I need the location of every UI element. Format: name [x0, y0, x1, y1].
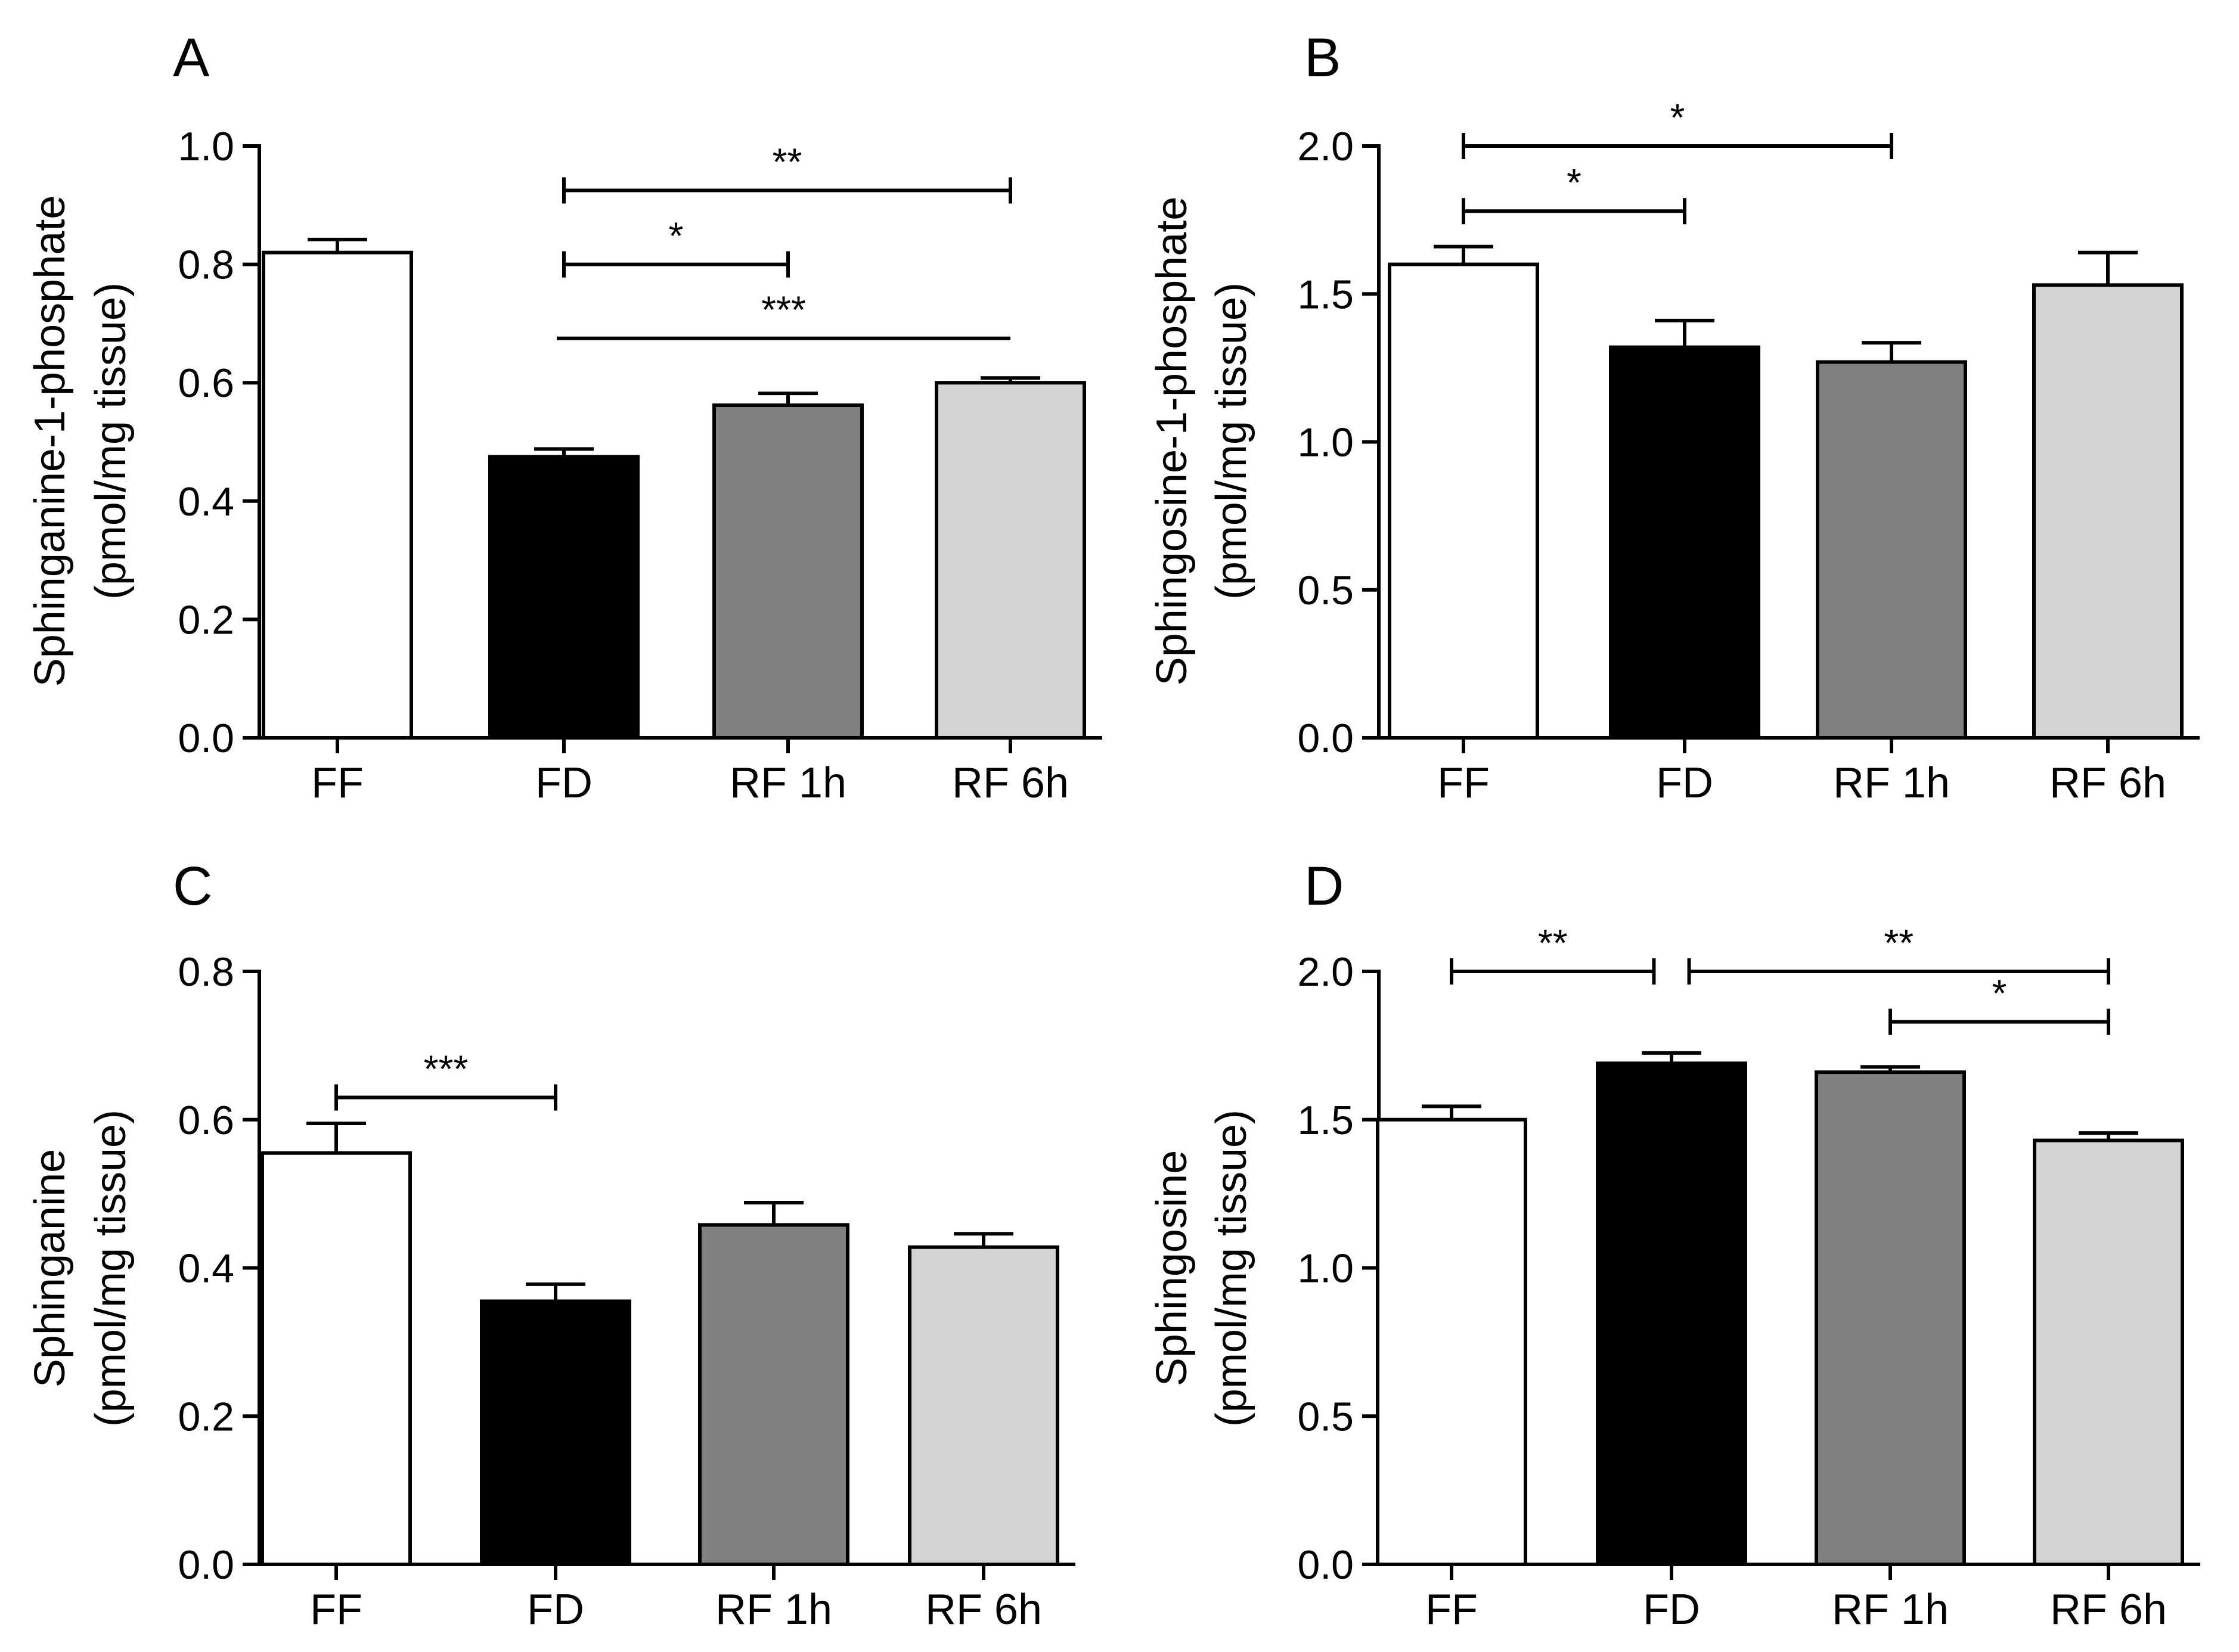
panel-c-y-tick-label: 0.6 [178, 1098, 234, 1143]
panel-d-y-tick-label: 0.0 [1297, 1542, 1354, 1588]
panel-d-ylabel-line2: (pmol/mg tissue) [1208, 1110, 1255, 1427]
panel-c-ylabel-line2: (pmol/mg tissue) [87, 1110, 135, 1427]
panel-c-bar [261, 1151, 412, 1566]
panel-a-bar [935, 381, 1086, 740]
panel-d-ylabel-line1: Sphingosine [1148, 1150, 1196, 1386]
panel-d-bar [1596, 1061, 1747, 1566]
panel-d-y-tick-label: 1.0 [1297, 1246, 1354, 1291]
panel-d-plot: 0.00.51.01.52.0FF FD RF 1h RF 6h** *** [1297, 921, 2200, 1634]
panel-a-y-tick-label: 0.2 [178, 597, 234, 642]
panel-c-bar [908, 1245, 1059, 1567]
panel-c-bar [480, 1299, 631, 1566]
panel-a-y-tick-label: 0.0 [178, 716, 234, 761]
panel-b-y-tick-label: 0.0 [1297, 716, 1354, 761]
panel-c: C Sphinganine (pmol/mg tissue) 0.0 0.2 0.4… [26, 856, 1075, 1634]
panel-a-x-tick-label: FF [311, 759, 364, 807]
panel-b: B Sphingosine-1-phosphate (pmol/mg tissu… [1148, 27, 2200, 807]
panel-c-y-tick-label: 0.0 [178, 1542, 234, 1588]
panel-c-significance-label: *** [424, 1047, 469, 1090]
panel-a-bar [262, 250, 413, 740]
panel-c-y-tick-label: 0.2 [178, 1394, 234, 1439]
panel-d: D Sphingosine (pmol/mg tissue) 0.0 0.5 1.0… [1148, 856, 2200, 1634]
panel-c-y-tick-label: 0.4 [178, 1246, 234, 1291]
panel-d-x-tick-label: FF [1425, 1586, 1478, 1634]
panel-a-plot: 0.00.20.40.60.81.0FF FD RF 1h RF 6h****** [178, 124, 1102, 807]
panel-b-bar [1609, 345, 1760, 740]
panel-d-x-tick-label: RF 1h [1832, 1586, 1949, 1634]
panel-b-bar [2032, 283, 2184, 740]
panel-a-ylabel-line2: (pmol/mg tissue) [87, 282, 135, 600]
panel-a-significance-label: ** [773, 140, 802, 183]
panel-b-significance-label: * [1670, 96, 1685, 139]
panel-c-y-tick-label: 0.8 [178, 949, 234, 995]
panel-d-x-tick-label: RF 6h [2050, 1586, 2167, 1634]
panel-b-x-tick-label: RF 1h [1833, 759, 1950, 807]
panel-a-ylabel-line1: Sphinganine-1-phosphate [26, 195, 74, 687]
panel-b-y-tick-label: 0.5 [1297, 568, 1354, 613]
panel-b-y-tick-label: 2.0 [1297, 124, 1354, 169]
panel-a-significance-label: *** [761, 288, 806, 331]
panel-b-bar [1388, 262, 1539, 740]
panel-c-letter: C [173, 856, 212, 917]
panel-b-y-tick-label: 1.5 [1297, 272, 1354, 317]
panel-d-bar [2033, 1138, 2184, 1566]
panel-d-significance-label: * [1992, 972, 2007, 1015]
panel-b-x-tick-label: RF 6h [2049, 759, 2166, 807]
panel-a-bar [488, 455, 640, 740]
panel-c-x-tick-label: FF [310, 1586, 362, 1634]
panel-b-x-tick-label: FD [1656, 759, 1713, 807]
panel-a-y-tick-label: 0.6 [178, 361, 234, 406]
panel-a-y-tick-label: 0.8 [178, 243, 234, 288]
panel-b-plot: 0.0 0.5 1.0 1.5 2.0 FF FD RF 1h RF 6h * * [1297, 96, 2200, 807]
panel-a-bar [712, 403, 864, 740]
panel-d-y-tick-label: 2.0 [1297, 949, 1354, 995]
panel-a-y-tick-label: 1.0 [178, 124, 234, 169]
panel-a-y-tick-label: 0.4 [178, 479, 234, 524]
panel-a-x-tick-label: RF 1h [730, 759, 846, 807]
panel-b-y-tick-label: 1.0 [1297, 420, 1354, 465]
panel-d-letter: D [1304, 856, 1344, 917]
panel-d-bar [1815, 1070, 1966, 1566]
panel-b-ylabel-line2: (pmol/mg tissue) [1208, 282, 1255, 600]
panel-d-significance-label: ** [1538, 921, 1568, 964]
panel-a-letter: A [173, 27, 210, 88]
panel-b-ylabel-line1: Sphingosine-1-phosphate [1148, 197, 1196, 686]
panel-c-bar [698, 1223, 849, 1567]
panel-d-y-tick-label: 1.5 [1297, 1098, 1354, 1143]
panel-d-significance-label: ** [1884, 921, 1914, 964]
panel-d-y-tick-label: 0.5 [1297, 1394, 1354, 1439]
panel-c-x-tick-label: RF 1h [715, 1586, 832, 1634]
panel-a-significance-label: * [669, 215, 684, 257]
panel-b-bar [1816, 360, 1967, 740]
panel-b-letter: B [1304, 27, 1341, 88]
panel-c-x-tick-label: FD [527, 1586, 584, 1634]
panel-c-ylabel-line1: Sphinganine [26, 1149, 74, 1387]
panel-a: A Sphinganine-1-phosphate (pmol/mg tissu… [26, 27, 1102, 807]
panel-d-bar [1376, 1117, 1527, 1566]
panel-c-plot: 0.0 0.2 0.4 0.6 0.8 FF FD RF 1h RF 6h *** [178, 949, 1075, 1634]
panel-c-x-tick-label: RF 6h [925, 1586, 1042, 1634]
panel-b-x-tick-label: FF [1437, 759, 1490, 807]
panel-a-x-tick-label: FD [535, 759, 593, 807]
panel-a-x-tick-label: RF 6h [952, 759, 1069, 807]
panel-b-significance-label: * [1567, 161, 1581, 204]
panel-d-x-tick-label: FD [1643, 1586, 1700, 1634]
